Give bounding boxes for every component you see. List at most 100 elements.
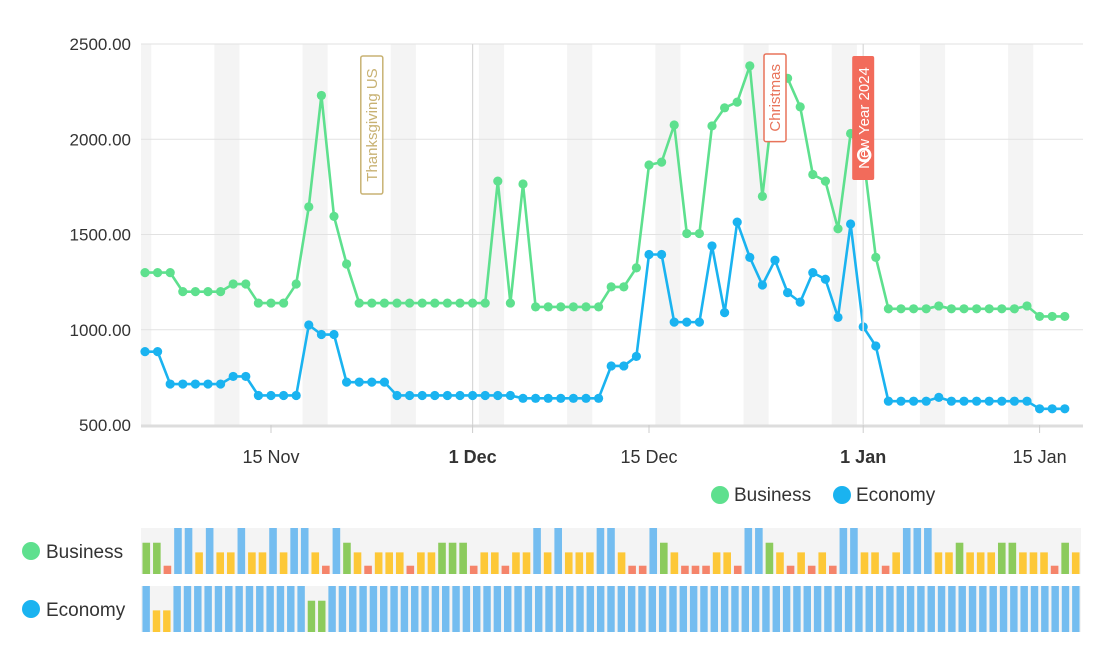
business-strip-bar (512, 552, 520, 574)
event-marker-icon (856, 147, 872, 163)
business-strip-bar (163, 565, 172, 574)
y-tick-label: 1500.00 (70, 226, 131, 245)
economy-point (266, 390, 276, 401)
economy-point (354, 377, 364, 387)
economy-strip-bar (772, 586, 780, 632)
economy-strip-bar (204, 586, 212, 632)
business-point (392, 298, 402, 308)
business-strip-bar (902, 528, 911, 574)
business-point (921, 304, 931, 314)
economy-strip-bar (452, 586, 460, 632)
business-point (1060, 311, 1070, 322)
economy-strip-bar (948, 586, 956, 632)
business-strip-bar (924, 528, 932, 574)
economy-point (720, 308, 730, 318)
economy-strip-bar (834, 586, 842, 632)
economy-strip-bar (1041, 586, 1049, 632)
economy-strip-bar (163, 610, 171, 632)
economy-strip-bar (380, 586, 388, 632)
economy-strip-bar (968, 586, 977, 632)
economy-strip-bar (462, 586, 471, 632)
business-strip-bar (417, 552, 425, 574)
business-strip-bar (860, 552, 869, 574)
business-strip-bar (818, 552, 827, 574)
business-point (241, 279, 251, 289)
business-point (934, 301, 944, 311)
x-tick-label: 1 Dec (449, 447, 497, 467)
business-point (480, 298, 490, 308)
business-strip-bar (1019, 552, 1027, 574)
economy-point (455, 390, 465, 401)
business-strip-bar (406, 565, 415, 574)
strip-swatch-economy (22, 600, 40, 618)
economy-strip-bar (421, 586, 429, 632)
economy-strip-bar (679, 586, 688, 632)
business-strip-bar (522, 552, 531, 574)
strip-label-business: Business (46, 542, 123, 563)
economy-point (871, 341, 881, 351)
business-point (430, 298, 440, 308)
business-strip-bar (153, 542, 161, 574)
business-strip-bar (385, 552, 394, 574)
business-point (316, 90, 326, 101)
economy-strip-bar (400, 586, 409, 632)
business-point (795, 102, 805, 112)
economy-strip-bar (648, 586, 657, 632)
business-point (354, 298, 364, 308)
business-strip-bar (807, 565, 816, 574)
business-point (505, 298, 515, 308)
business-point (896, 304, 906, 314)
business-point (203, 287, 213, 297)
business-strip-bar (733, 565, 742, 574)
event-flag (852, 56, 875, 180)
business-point (165, 268, 175, 278)
economy-strip-bar (741, 586, 750, 632)
economy-point (606, 361, 616, 371)
business-strip-bar (913, 528, 922, 574)
economy-strip-bar (369, 586, 378, 632)
economy-point (997, 396, 1007, 406)
economy-strip-bar (669, 586, 677, 632)
economy-point (228, 371, 238, 382)
economy-point (279, 390, 289, 401)
business-point (707, 121, 717, 131)
economy-strip-bar (906, 586, 915, 632)
business-strip-bar (850, 528, 858, 574)
x-tick-label: 15 Jan (1013, 447, 1067, 467)
x-tick-label: 15 Dec (620, 447, 677, 467)
business-point (959, 304, 969, 314)
business-strip-bar (491, 552, 499, 574)
economy-strip-bar (194, 586, 202, 632)
business-point (669, 120, 679, 130)
economy-strip-bar (875, 586, 884, 632)
business-strip-bar (723, 552, 731, 574)
economy-point (883, 396, 894, 406)
business-strip-bar (258, 552, 267, 574)
business-point (871, 252, 881, 262)
economy-strip-bar (596, 586, 605, 632)
business-strip-bar (459, 542, 467, 574)
business-point (808, 169, 818, 180)
business-point (140, 268, 150, 278)
economy-strip-bar (349, 586, 357, 632)
business-strip-bar (681, 565, 689, 574)
business-strip-bar (364, 565, 372, 574)
economy-strip-bar (266, 586, 274, 632)
economy-strip-bar (607, 586, 615, 632)
business-strip-bar (480, 552, 489, 574)
economy-strip-bar (710, 586, 719, 632)
business-point (304, 202, 314, 212)
business-point (1022, 301, 1032, 311)
business-point (455, 298, 465, 308)
economy-strip-bar (855, 586, 863, 632)
business-strip-bar (353, 552, 362, 574)
economy-point (833, 312, 843, 322)
strip-label-economy: Economy (46, 600, 126, 621)
event-label: Christmas (767, 64, 784, 132)
business-strip-bar (670, 552, 679, 574)
economy-point (757, 280, 768, 290)
business-point (694, 228, 705, 239)
economy-strip-bar (803, 586, 811, 632)
economy-strip-bar (689, 586, 698, 632)
